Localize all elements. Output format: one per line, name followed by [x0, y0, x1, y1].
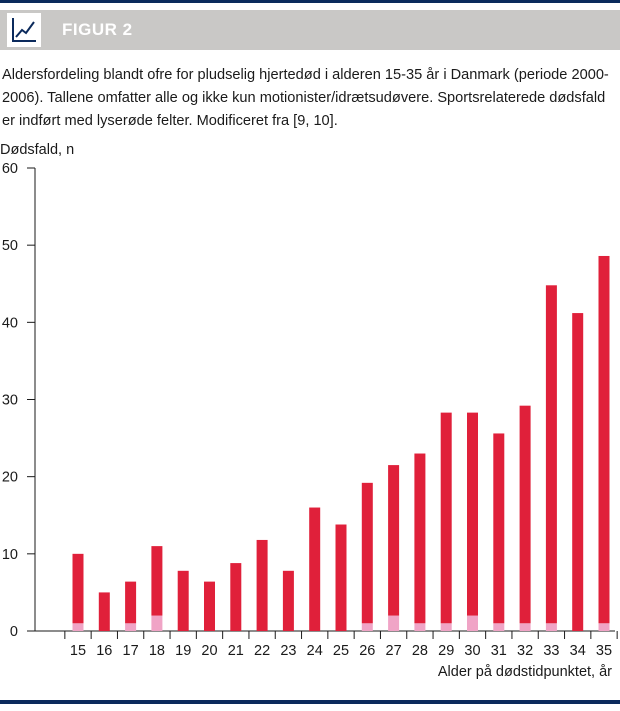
y-tick-label: 60: [2, 161, 18, 177]
bar-chart: Dødsfald, n 0 10 20 30 40 50 60 15 16 17 18 19 20 21 22…: [0, 142, 618, 680]
x-tick-label: 33: [543, 643, 559, 659]
bar-sports-29: [440, 623, 452, 631]
bar-other-32: [519, 405, 531, 624]
figure-caption: Aldersfordeling blandt ofre for pludseli…: [2, 67, 609, 129]
x-axis-label: Alder på dødstidpunktet, år: [438, 664, 612, 680]
bar-other-17: [125, 581, 137, 624]
bar-other-35: [598, 255, 610, 624]
bar-other-34: [572, 313, 584, 631]
y-tick-label: 50: [2, 238, 18, 254]
x-tick-label: 15: [70, 643, 86, 659]
bar-other-20: [204, 581, 215, 631]
bar-other-27: [388, 465, 400, 616]
bar-other-33: [545, 285, 557, 624]
bar-other-26: [361, 482, 373, 624]
bar-sports-32: [519, 623, 531, 631]
x-tick-label: 20: [201, 643, 217, 659]
y-axis-label: Dødsfald, n: [0, 142, 74, 158]
bar-other-25: [335, 524, 347, 631]
bar-other-30: [467, 412, 478, 616]
x-tick-label: 25: [333, 643, 349, 659]
bar-other-19: [177, 570, 189, 631]
bar-other-18: [151, 546, 163, 616]
bar-other-28: [414, 453, 426, 624]
x-tick-label: 29: [438, 643, 454, 659]
x-tick-label: 31: [491, 643, 507, 659]
bar-other-16: [98, 592, 110, 631]
x-tick-label: 16: [96, 643, 112, 659]
y-tick-label: 30: [2, 393, 18, 409]
bar-other-15: [72, 553, 84, 624]
bar-sports-26: [361, 623, 373, 631]
bar-sports-31: [493, 623, 505, 631]
bar-other-24: [309, 507, 321, 631]
bar-sports-33: [545, 623, 557, 631]
x-tick-label: 32: [517, 643, 533, 659]
x-tick-label: 28: [412, 643, 428, 659]
y-tick-label: 40: [2, 315, 18, 331]
x-tick-label: 24: [307, 643, 323, 659]
bar-sports-27: [388, 615, 400, 631]
x-tick-label: 27: [386, 643, 402, 659]
bar-sports-15: [72, 623, 84, 631]
x-tick-label: 26: [359, 643, 375, 659]
x-tick-label: 19: [175, 643, 191, 659]
x-tick-label: 18: [149, 643, 165, 659]
bar-other-22: [256, 539, 268, 631]
top-rule: [0, 0, 620, 3]
x-tick-label: 23: [280, 643, 296, 659]
bottom-rule: [0, 700, 620, 704]
bar-sports-18: [151, 615, 163, 631]
figure-title: FIGUR 2: [62, 20, 133, 39]
y-tick-label: 10: [2, 547, 18, 563]
bar-sports-30: [467, 615, 478, 631]
bar-sports-28: [414, 623, 426, 631]
x-tick-label: 21: [228, 643, 244, 659]
bar-other-21: [230, 563, 242, 631]
x-tick-label: 22: [254, 643, 270, 659]
y-tick-label: 0: [10, 624, 18, 640]
bar-sports-17: [125, 623, 137, 631]
y-tick-label: 20: [2, 470, 18, 486]
line-chart-icon: [7, 13, 41, 47]
figure-header: FIGUR 2: [0, 10, 620, 50]
x-tick-label: 34: [570, 643, 586, 659]
x-tick-label: 17: [123, 643, 139, 659]
bar-other-29: [440, 412, 452, 624]
x-tick-label: 30: [464, 643, 480, 659]
bar-other-23: [282, 570, 294, 631]
x-tick-label: 35: [596, 643, 612, 659]
bar-sports-35: [598, 623, 610, 631]
bar-other-31: [493, 433, 505, 624]
